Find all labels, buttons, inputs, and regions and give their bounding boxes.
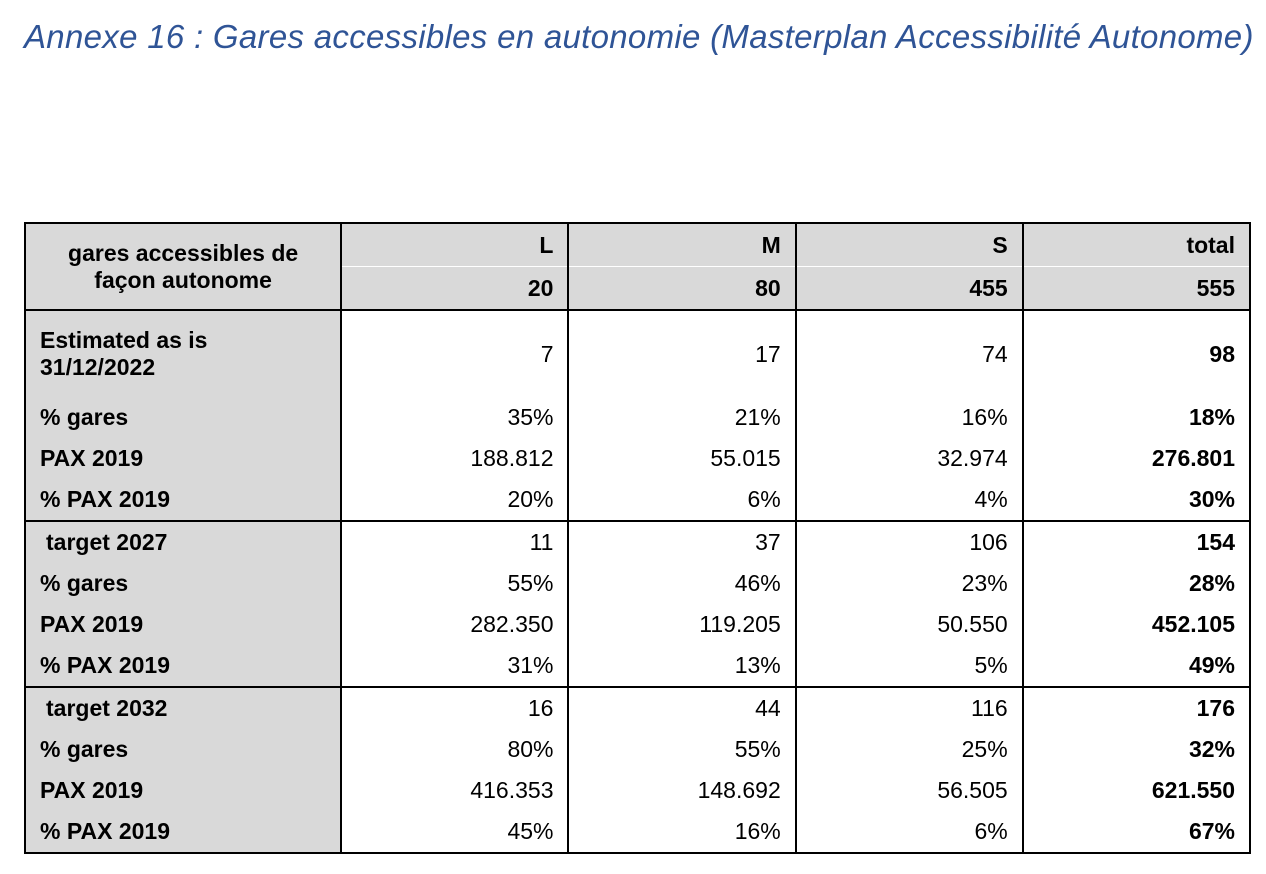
- cell-m: 13%: [567, 645, 797, 688]
- row-label: PAX 2019: [23, 770, 343, 811]
- cell-total: 621.550: [1021, 770, 1252, 811]
- cell-s: 5%: [794, 645, 1024, 688]
- column-count-total: 555: [1021, 266, 1252, 311]
- cell-total: 18%: [1021, 397, 1252, 438]
- table-row: PAX 2019 282.350 119.205 50.550 452.105: [23, 604, 1252, 645]
- cell-m: 46%: [567, 563, 797, 604]
- cell-m: 37: [567, 520, 797, 563]
- row-label: PAX 2019: [23, 438, 343, 479]
- cell-s: 116: [794, 686, 1024, 729]
- cell-m: 16%: [567, 811, 797, 854]
- cell-s: 50.550: [794, 604, 1024, 645]
- cell-l: 11: [340, 520, 570, 563]
- cell-m: 119.205: [567, 604, 797, 645]
- cell-l: 7: [340, 309, 570, 397]
- cell-l: 80%: [340, 729, 570, 770]
- cell-total: 154: [1021, 520, 1252, 563]
- cell-s: 16%: [794, 397, 1024, 438]
- cell-s: 56.505: [794, 770, 1024, 811]
- cell-total: 452.105: [1021, 604, 1252, 645]
- cell-total: 176: [1021, 686, 1252, 729]
- table-row: PAX 2019 416.353 148.692 56.505 621.550: [23, 770, 1252, 811]
- cell-total: 30%: [1021, 479, 1252, 522]
- cell-l: 45%: [340, 811, 570, 854]
- cell-total: 49%: [1021, 645, 1252, 688]
- row-label: % PAX 2019: [23, 645, 343, 688]
- cell-s: 4%: [794, 479, 1024, 522]
- corner-label: gares accessibles de façon autonome: [23, 222, 343, 310]
- header-row-sizes: gares accessibles de façon autonome L M …: [23, 222, 1252, 310]
- table-row: % PAX 2019 31% 13% 5% 49%: [23, 645, 1252, 688]
- row-label: % PAX 2019: [23, 811, 343, 854]
- cell-total: 276.801: [1021, 438, 1252, 479]
- table-row: % gares 80% 55% 25% 32%: [23, 729, 1252, 770]
- table-row: % gares 55% 46% 23% 28%: [23, 563, 1252, 604]
- cell-s: 74: [794, 309, 1024, 397]
- cell-m: 148.692: [567, 770, 797, 811]
- table-row: % gares 35% 21% 16% 18%: [23, 397, 1252, 438]
- table-row: target 2032 16 44 116 176: [23, 686, 1252, 729]
- cell-total: 32%: [1021, 729, 1252, 770]
- cell-m: 6%: [567, 479, 797, 522]
- cell-total: 67%: [1021, 811, 1252, 854]
- column-header-m: M: [567, 222, 797, 267]
- row-label: % PAX 2019: [23, 479, 343, 522]
- cell-m: 17: [567, 309, 797, 397]
- column-count-s: 455: [794, 266, 1024, 311]
- cell-s: 32.974: [794, 438, 1024, 479]
- row-label: % gares: [23, 397, 343, 438]
- column-count-l: 20: [340, 266, 570, 311]
- cell-s: 6%: [794, 811, 1024, 854]
- row-label: Estimated as is 31/12/2022: [23, 309, 343, 397]
- cell-s: 106: [794, 520, 1024, 563]
- cell-l: 31%: [340, 645, 570, 688]
- accessible-stations-table: gares accessibles de façon autonome L M …: [23, 222, 1252, 854]
- cell-l: 20%: [340, 479, 570, 522]
- row-label: target 2027: [23, 520, 343, 563]
- column-count-m: 80: [567, 266, 797, 311]
- column-header-total: total: [1021, 222, 1252, 267]
- cell-l: 282.350: [340, 604, 570, 645]
- column-header-s: S: [794, 222, 1024, 267]
- row-label: PAX 2019: [23, 604, 343, 645]
- table-row: % PAX 2019 45% 16% 6% 67%: [23, 811, 1252, 854]
- cell-l: 416.353: [340, 770, 570, 811]
- row-label: % gares: [23, 563, 343, 604]
- row-label: target 2032: [23, 686, 343, 729]
- cell-m: 55.015: [567, 438, 797, 479]
- header-row-counts: 20 80 455 555: [25, 266, 1252, 311]
- cell-s: 23%: [794, 563, 1024, 604]
- table-row: % PAX 2019 20% 6% 4% 30%: [23, 479, 1252, 522]
- cell-m: 55%: [567, 729, 797, 770]
- cell-l: 55%: [340, 563, 570, 604]
- table-row: Estimated as is 31/12/2022 7 17 74 98: [23, 309, 1252, 397]
- cell-total: 98: [1021, 309, 1252, 397]
- cell-total: 28%: [1021, 563, 1252, 604]
- column-header-l: L: [340, 222, 570, 267]
- table-row: PAX 2019 188.812 55.015 32.974 276.801: [23, 438, 1252, 479]
- page-title: Annexe 16 : Gares accessibles en autonom…: [24, 18, 1254, 55]
- cell-l: 16: [340, 686, 570, 729]
- cell-l: 35%: [340, 397, 570, 438]
- row-label: % gares: [23, 729, 343, 770]
- cell-l: 188.812: [340, 438, 570, 479]
- cell-m: 44: [567, 686, 797, 729]
- cell-m: 21%: [567, 397, 797, 438]
- table-row: target 2027 11 37 106 154: [23, 520, 1252, 563]
- cell-s: 25%: [794, 729, 1024, 770]
